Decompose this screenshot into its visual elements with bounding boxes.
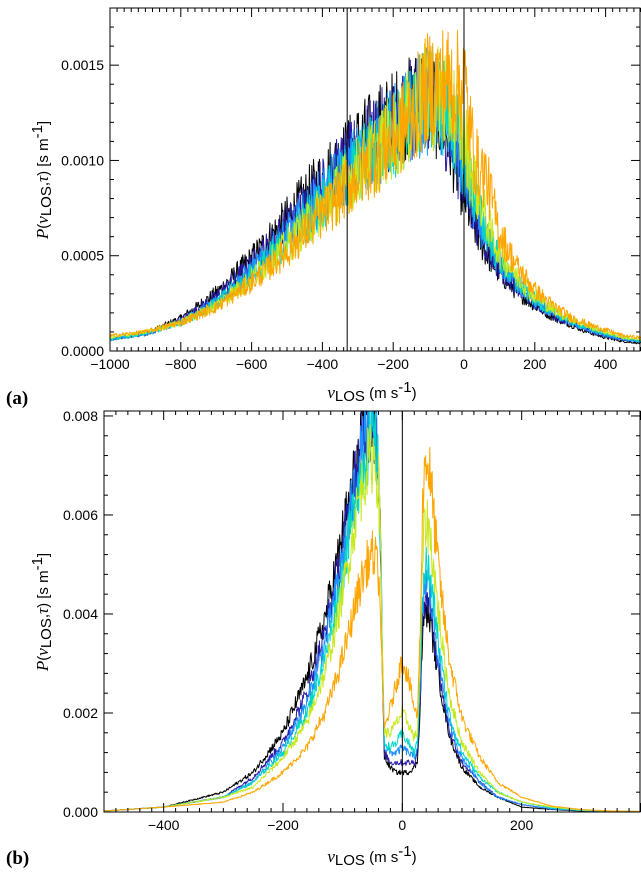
panel-a-y-tick-label: 0.0010 [61,152,104,168]
panel-b-y-label: P(vLOS,τ) [s m-1] [29,553,55,672]
panel-b-tag: (b) [6,848,29,869]
panel-b-x-tick-label: −200 [267,817,299,833]
panel-a-series-5 [110,29,641,340]
panel-b-series-3 [104,411,641,812]
panel-a-x-tick-label: 0 [460,356,468,372]
panel-b-y-tick-label: 0.000 [63,804,98,820]
panel-a-x-label: vLOS (m s-1) [327,379,416,405]
panel-b-series-group [104,411,641,812]
svg-text:P(vLOS,τ) [s m-1]: P(vLOS,τ) [s m-1] [29,121,55,240]
panel-b-y-tick-label: 0.004 [63,606,98,622]
panel-b-y-tick-label: 0.008 [63,408,98,424]
panel-b-y-tick-label: 0.002 [63,705,98,721]
panel-a-tag: (a) [6,388,28,409]
panel-a-series-4 [110,43,641,341]
svg-text:vLOS (m s-1): vLOS (m s-1) [327,843,416,869]
panel-a-y-tick-label: 0.0000 [61,343,104,359]
panel-b-frame [103,410,641,813]
panel-b-x-tick-label: 0 [398,817,406,833]
svg-text:P(vLOS,τ) [s m-1]: P(vLOS,τ) [s m-1] [29,553,55,672]
panel-a-x-tick-label: 200 [523,356,547,372]
panel-b-x-tick-label: −400 [148,817,180,833]
panel-a-x-tick-label: −400 [307,356,339,372]
panel-a-x-tick-label: −1000 [90,356,130,372]
panel-b-x-label: vLOS (m s-1) [327,843,416,869]
panel-a-x-tick-label: −600 [236,356,268,372]
panel-a-x-tick-label: −200 [377,356,409,372]
svg-text:vLOS (m s-1): vLOS (m s-1) [327,379,416,405]
panel-a-series-group [110,29,641,345]
panel-a-y-tick-label: 0.0015 [61,57,104,73]
panel-a-x-tick-label: 400 [594,356,618,372]
panel-a: P(vLOS,τ) [s m-1] vLOS (m s-1) (a) −1000… [6,7,641,409]
panel-b-y-tick-label: 0.006 [63,507,98,523]
panel-a-y-tick-label: 0.0005 [61,248,104,264]
panel-b: P(vLOS,τ) [s m-1] vLOS (m s-1) (b) −400 −… [6,408,641,869]
panel-a-x-tick-label: −800 [165,356,197,372]
panel-a-y-label: P(vLOS,τ) [s m-1] [29,121,55,240]
panel-b-series-5 [104,446,641,812]
panel-b-x-tick-label: 200 [510,817,534,833]
panel-b-series-4 [104,424,641,812]
